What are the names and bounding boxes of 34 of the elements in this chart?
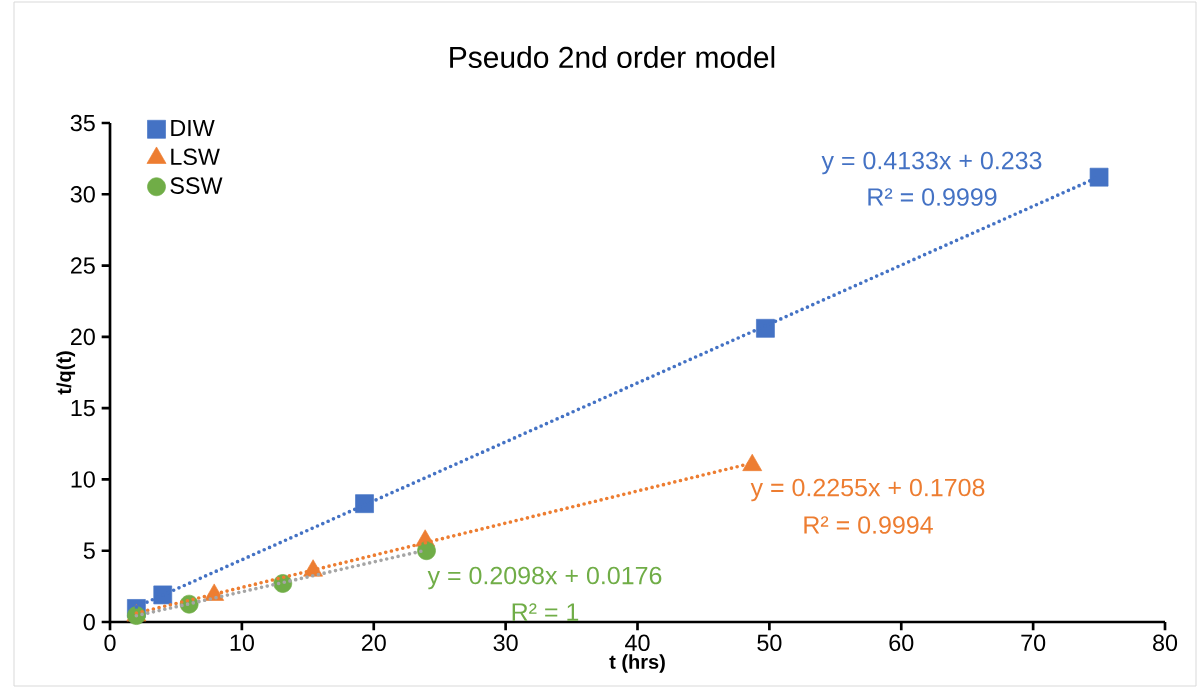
y-tick-label: 35 — [70, 114, 95, 132]
x-tick-label: 70 — [1021, 634, 1046, 652]
point — [756, 318, 775, 338]
x-tick-label: 80 — [1153, 634, 1178, 652]
x-tick-label: 0 — [104, 634, 116, 652]
chart-title: Pseudo 2nd order model — [450, 45, 775, 69]
x-tick-label: 60 — [889, 634, 914, 652]
y-tick-label: 30 — [70, 186, 95, 203]
annotation: R² = 0.9994 — [804, 516, 933, 534]
annotation: R² = 0.9999 — [868, 188, 997, 206]
x-axis-title: t (hrs) — [609, 654, 665, 673]
annotation: R² = 1 — [512, 603, 579, 621]
point — [153, 585, 173, 605]
legend-label: SSW — [170, 177, 223, 194]
y-tick-label: 25 — [71, 257, 95, 274]
x-tick-label: 30 — [493, 634, 518, 652]
y-tick-label: 0 — [83, 613, 95, 631]
annotation: y = 0.2098x + 0.0176 — [427, 566, 662, 590]
x-tick-label: 10 — [230, 634, 254, 652]
point — [417, 541, 436, 561]
point — [355, 494, 374, 514]
x-tick-label: 50 — [757, 634, 782, 652]
y-tick-label: 5 — [83, 542, 95, 559]
y-tick-label: 15 — [71, 400, 95, 417]
y-tick-label: 20 — [71, 328, 95, 346]
point — [1089, 167, 1109, 187]
legend-label: DIW — [171, 120, 215, 137]
x-tick-label: 40 — [625, 634, 650, 652]
annotation: y = 0.2255x + 0.1708 — [750, 478, 985, 502]
y-tick-label: 10 — [71, 471, 95, 488]
y-axis-title: t/q(t) — [56, 351, 76, 395]
x-tick-label: 20 — [361, 634, 386, 652]
annotation: y = 0.4133x + 0.233 — [821, 151, 1042, 175]
legend-label: LSW — [171, 148, 220, 166]
